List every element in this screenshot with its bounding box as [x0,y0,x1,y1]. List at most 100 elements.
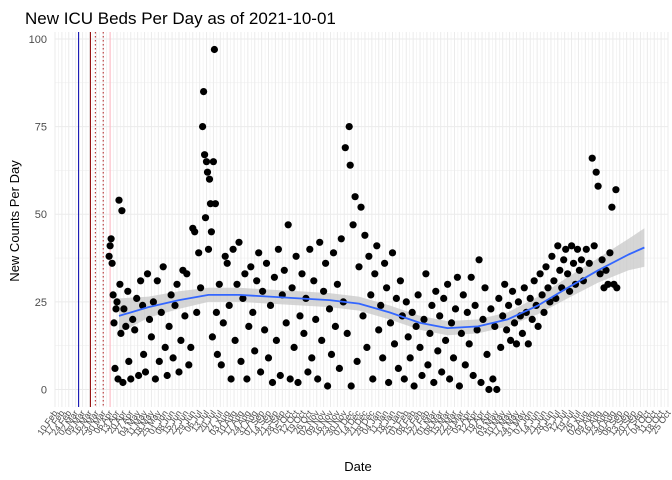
data-point [227,375,235,383]
data-point [477,378,485,387]
data-point [434,347,442,355]
data-point [264,354,273,362]
data-point [485,385,493,394]
data-point [294,378,302,387]
data-point [201,214,210,222]
data-point [292,252,300,260]
data-point [296,312,304,320]
data-point [193,308,201,316]
data-point [365,252,373,260]
data-point [284,221,292,229]
data-point [247,263,255,271]
data-point [251,347,259,355]
data-point [205,175,214,183]
data-point [404,333,412,341]
data-point [151,375,159,383]
data-point [257,368,265,376]
data-point [538,291,546,299]
data-point [161,343,169,351]
data-point [375,326,383,334]
data-point [191,228,199,236]
data-point [268,378,277,387]
data-point [566,287,574,295]
data-point [412,322,420,330]
data-point [526,294,534,302]
data-point [120,305,128,313]
data-point [331,322,339,330]
data-point [612,186,620,194]
data-point [243,375,251,383]
data-point [357,203,365,211]
data-point [536,270,544,278]
data-point [560,256,568,264]
y-axis-title: New Counts Per Day [7,160,22,282]
data-point [110,319,118,327]
data-point [491,322,499,330]
data-point [392,294,400,302]
data-point [507,336,515,344]
data-point [320,287,328,295]
x-axis-title: Date [344,459,371,474]
data-point [211,200,219,208]
data-point [446,375,454,383]
data-point [241,270,249,278]
data-point [373,242,381,250]
data-point [118,207,126,215]
data-point [573,245,582,253]
data-point [212,308,220,316]
data-point [598,256,606,264]
data-point [449,354,458,362]
data-point [467,273,475,281]
data-point [465,340,473,348]
data-point [274,245,282,253]
data-point [457,329,465,337]
data-point [125,357,133,365]
data-point [346,161,354,169]
data-point [444,280,452,288]
data-point [606,249,614,257]
grid-major [54,32,669,407]
data-point [540,308,548,316]
data-point [514,298,523,306]
data-point [550,277,558,285]
data-point [481,284,489,292]
data-point [105,252,113,260]
data-point [262,259,271,267]
data-point [575,266,584,274]
data-point [420,315,428,323]
data-point [416,343,424,351]
data-point [117,329,125,337]
data-point [479,315,487,323]
data-point [505,301,513,309]
data-point [177,336,185,344]
data-point [122,322,130,330]
data-point [596,270,604,278]
data-point [355,263,363,271]
data-point [483,350,491,358]
data-point [499,312,507,320]
data-point [253,277,261,285]
data-point [461,361,469,369]
reference-lines [78,32,111,407]
data-point [237,357,245,365]
data-point [501,280,509,288]
data-point [139,301,147,309]
data-point [337,235,345,243]
data-point [133,294,141,302]
data-point [564,270,572,278]
data-point [171,301,179,309]
data-point [530,277,538,285]
data-point [590,242,598,250]
data-point [298,270,306,278]
data-point [512,340,521,348]
data-point [195,249,203,257]
data-point [304,368,312,376]
data-point [390,340,399,348]
data-point [324,382,332,390]
data-point [613,284,621,292]
y-tick-label: 50 [35,209,47,221]
data-point [471,301,479,309]
y-tick-label: 75 [35,122,47,134]
data-point [165,322,173,330]
